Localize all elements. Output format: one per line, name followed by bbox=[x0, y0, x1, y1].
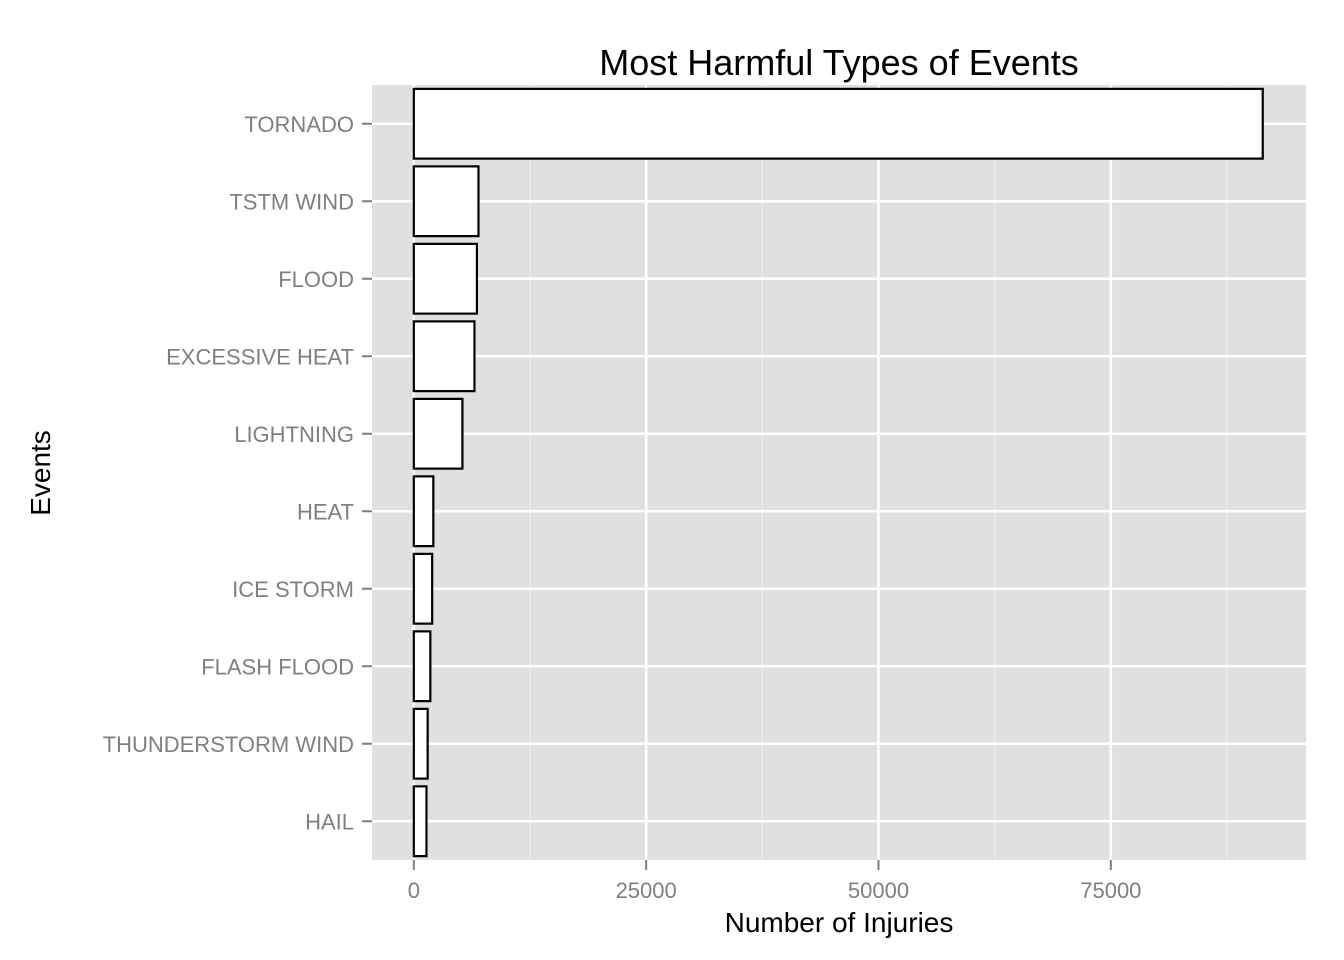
x-tick-label: 50000 bbox=[848, 878, 909, 903]
y-tick-label: ICE STORM bbox=[232, 577, 354, 602]
y-tick-label: LIGHTNING bbox=[234, 422, 354, 447]
x-tick-label: 0 bbox=[408, 878, 420, 903]
bars bbox=[412, 87, 1264, 858]
bar bbox=[412, 397, 464, 470]
x-axis-title: Number of Injuries bbox=[725, 907, 954, 938]
bar bbox=[412, 475, 435, 548]
bar bbox=[412, 87, 1264, 160]
bar bbox=[412, 552, 434, 625]
bar bbox=[412, 165, 480, 238]
chart-title: Most Harmful Types of Events bbox=[599, 42, 1079, 83]
y-axis-title: Events bbox=[25, 430, 56, 516]
y-tick-label: FLOOD bbox=[278, 267, 354, 292]
x-tick-label: 25000 bbox=[616, 878, 677, 903]
x-tick-label: 75000 bbox=[1080, 878, 1141, 903]
y-tick-label: FLASH FLOOD bbox=[201, 654, 354, 679]
y-tick-label: TSTM WIND bbox=[229, 189, 354, 214]
y-tick-label: THUNDERSTORM WIND bbox=[103, 732, 354, 757]
y-tick-label: EXCESSIVE HEAT bbox=[166, 344, 354, 369]
x-axis: 0 25000 50000 75000 bbox=[408, 860, 1141, 903]
plot-panel bbox=[372, 85, 1306, 860]
bar bbox=[412, 785, 428, 858]
bar bbox=[412, 320, 476, 393]
y-tick-label: TORNADO bbox=[244, 112, 354, 137]
bar bbox=[412, 707, 429, 780]
y-tick-label: HEAT bbox=[297, 499, 354, 524]
y-tick-label: HAIL bbox=[305, 809, 354, 834]
y-axis: TORNADO TSTM WIND FLOOD EXCESSIVE HEAT LIGHT… bbox=[103, 112, 372, 834]
bar bbox=[412, 630, 432, 703]
bar bbox=[412, 242, 479, 315]
